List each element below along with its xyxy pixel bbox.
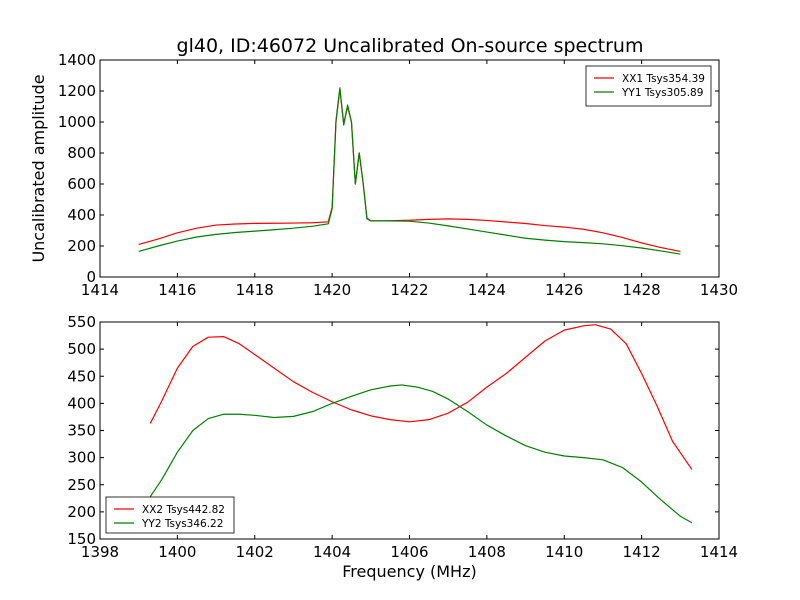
y-tick-label: 1200	[58, 82, 96, 100]
x-tick-label: 1430	[700, 281, 738, 299]
x-tick-label: 1416	[158, 281, 196, 299]
series-line-yy1	[138, 87, 681, 255]
figure-title: gl40, ID:46072 Uncalibrated On-source sp…	[177, 35, 644, 57]
x-tick-label: 1422	[390, 281, 428, 299]
y-tick-label: 150	[67, 530, 96, 548]
series-line-xx1	[138, 88, 681, 253]
x-tick-label: 1414	[700, 543, 738, 561]
x-tick-label: 1420	[313, 281, 351, 299]
y-tick-label: 200	[67, 503, 96, 521]
x-tick-label: 1424	[468, 281, 506, 299]
y-axis-label: Uncalibrated amplitude	[29, 74, 48, 262]
y-tick-label: 400	[67, 206, 96, 224]
y-tick-label: 0	[86, 268, 96, 286]
x-tick-label: 1402	[236, 543, 274, 561]
legend-entry: YY1 Tsys305.89	[621, 87, 703, 99]
x-axis-label: Frequency (MHz)	[342, 562, 476, 581]
y-tick-label: 600	[67, 175, 96, 193]
legend-entry: XX2 Tsys442.82	[142, 504, 225, 516]
bottom-plot: 1398 1400 1402 1404 1406 1408 1410 1412 1414 150 2…	[67, 313, 738, 581]
y-tick-label: 800	[67, 144, 96, 162]
series-line-yy2	[149, 384, 693, 524]
legend-box	[585, 65, 712, 107]
x-tick-label: 1400	[158, 543, 196, 561]
legend: XX1 Tsys354.39 YY1 Tsys305.89	[585, 65, 712, 107]
x-tick-label: 1404	[313, 543, 351, 561]
y-tick-label: 1400	[58, 51, 96, 69]
x-tick-label: 1410	[545, 543, 583, 561]
legend-entry: YY2 Tsys346.22	[141, 518, 223, 530]
y-tick-label: 450	[67, 367, 96, 385]
x-tick-label: 1414	[81, 281, 119, 299]
x-tick-label: 1418	[236, 281, 274, 299]
top-plot: 1414 1416 1418 1420 1422 1424 1426 1428 1430 0 200…	[29, 51, 738, 299]
x-tick-label: 1408	[468, 543, 506, 561]
legend-entry: XX1 Tsys354.39	[622, 73, 705, 85]
x-tick-label: 1428	[623, 281, 661, 299]
legend-box	[105, 496, 235, 534]
y-tick-label: 300	[67, 449, 96, 467]
y-tick-label: 250	[67, 476, 96, 494]
series-line-xx2	[149, 324, 693, 470]
y-tick-label: 200	[67, 237, 96, 255]
y-tick-label: 350	[67, 422, 96, 440]
x-tick-label: 1406	[390, 543, 428, 561]
y-tick-label: 500	[67, 340, 96, 358]
x-tick-label: 1412	[623, 543, 661, 561]
x-tick-label: 1426	[545, 281, 583, 299]
y-tick-label: 550	[67, 313, 96, 331]
x-tick-label: 1398	[81, 543, 119, 561]
legend: XX2 Tsys442.82 YY2 Tsys346.22	[105, 496, 235, 534]
y-tick-label: 400	[67, 394, 96, 412]
y-tick-label: 1000	[58, 113, 96, 131]
